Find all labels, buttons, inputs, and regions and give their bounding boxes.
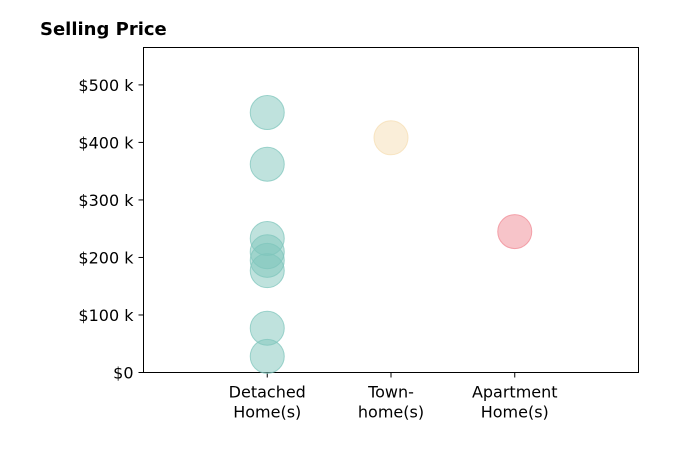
y-tick-label: $0: [113, 364, 133, 383]
x-tick-label: Apartment: [472, 383, 558, 402]
plot-area-frame: [143, 47, 639, 373]
y-axis: $0 $100 k $200 k $300 k $400 k $500 k: [78, 76, 144, 383]
x-tick-label: Detached: [229, 383, 306, 402]
data-point: [249, 95, 285, 130]
data-point: [497, 214, 533, 250]
data-points: [249, 95, 533, 374]
y-tick-label: $500 k: [78, 76, 134, 95]
data-point: [249, 146, 285, 182]
y-tick-label: $300 k: [78, 191, 134, 210]
x-tick-label: home(s): [358, 403, 424, 422]
x-tick-label: Home(s): [481, 403, 549, 422]
data-point: [373, 120, 409, 156]
x-tick-label: Town-: [367, 383, 414, 402]
x-tick-label: Home(s): [233, 403, 301, 422]
y-tick-label: $100 k: [78, 306, 134, 325]
data-point: [249, 253, 285, 289]
x-axis: DetachedHome(s)Town-home(s)ApartmentHome…: [229, 372, 558, 422]
data-point: [249, 338, 285, 374]
y-tick-label: $200 k: [78, 248, 134, 267]
chart-title: Selling Price: [40, 19, 167, 40]
y-tick-label: $400 k: [78, 133, 134, 152]
